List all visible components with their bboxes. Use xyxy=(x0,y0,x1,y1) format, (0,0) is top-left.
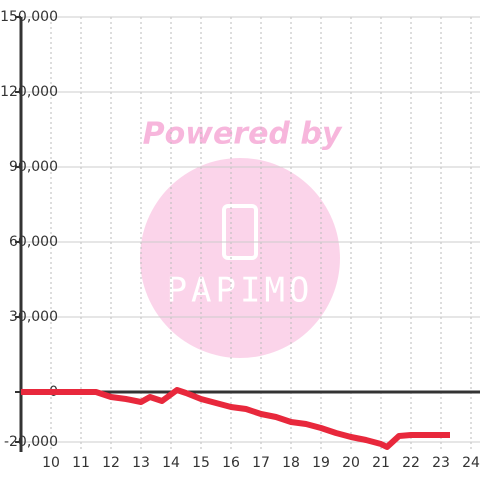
x-tick-label: 22 xyxy=(402,455,420,471)
watermark-circle xyxy=(140,158,340,358)
x-tick-label: 21 xyxy=(372,455,390,471)
x-tick-label: 17 xyxy=(252,455,270,471)
x-tick-label: 10 xyxy=(42,455,60,471)
line-series xyxy=(21,387,450,450)
y-tick-label: 120,000 xyxy=(0,84,58,100)
y-tick-label: 90,000 xyxy=(9,159,58,175)
y-tick-label: 60,000 xyxy=(9,234,58,250)
x-tick-label: 16 xyxy=(222,455,240,471)
x-tick-label: 14 xyxy=(162,455,180,471)
watermark-text: Powered by xyxy=(143,117,343,152)
x-tick-label: 15 xyxy=(192,455,210,471)
x-tick-label: 24 xyxy=(462,455,480,471)
y-tick-label: 150,000 xyxy=(0,9,58,25)
x-tick-label: 19 xyxy=(312,455,330,471)
watermark-icon xyxy=(222,204,258,260)
y-tick-label: 30,000 xyxy=(9,309,58,325)
x-tick-label: 20 xyxy=(342,455,360,471)
x-tick-label: 11 xyxy=(72,455,90,471)
x-tick-label: 18 xyxy=(282,455,300,471)
watermark-logo: PAPIMO xyxy=(167,271,314,311)
x-tick-label: 12 xyxy=(102,455,120,471)
x-tick-label: 13 xyxy=(132,455,150,471)
x-tick-label: 23 xyxy=(432,455,450,471)
y-tick-label: -20,000 xyxy=(4,434,58,450)
watermark xyxy=(140,158,340,358)
